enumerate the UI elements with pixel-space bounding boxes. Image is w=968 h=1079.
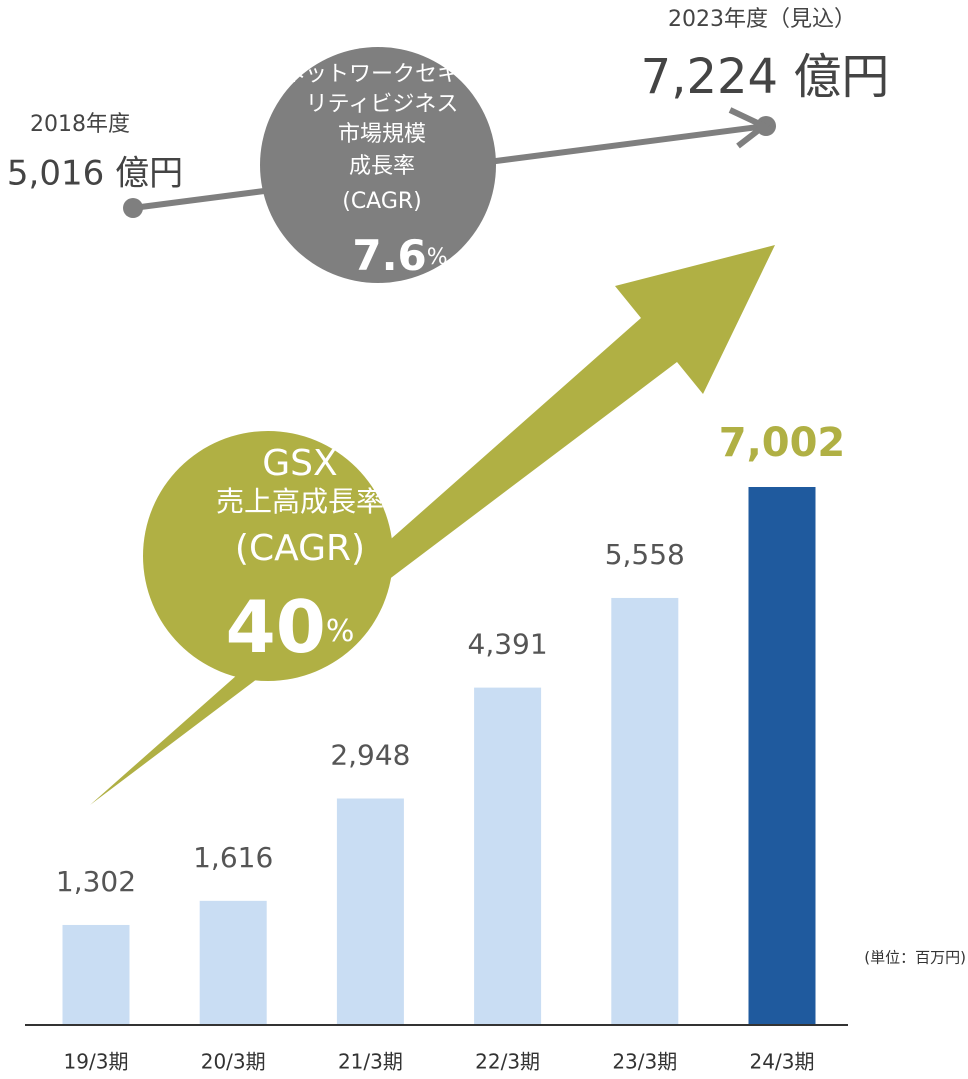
unit-label: (単位：百万円) [864,949,966,967]
bar [748,487,816,1025]
value-label: 5,558 [605,538,685,571]
gsx-circle-line: GSX [262,443,337,484]
market-arrowhead [728,107,770,149]
x-tick-label: 19/3期 [64,1050,129,1074]
bar [62,924,130,1025]
value-label: 4,391 [468,628,548,661]
market-circle-line: ネットワークセキュ [283,62,481,87]
market-end-label: 2023年度（見込） [668,7,856,32]
bar [611,597,679,1025]
market-rate: 7.6% [352,231,447,280]
market-circle-line: 市場規模 [338,122,426,147]
gsx-circle-line: 売上高成長率 [216,485,384,518]
gsx-rate: 40% [226,585,355,669]
market-rate-number: 7.6 [352,231,426,280]
bar [336,798,404,1025]
x-tick-label: 21/3期 [338,1050,403,1074]
x-tick-label: 22/3期 [475,1050,540,1074]
value-label: 1,616 [193,841,273,874]
bar [199,900,267,1025]
bars: 1,302 19/3期 1,616 20/3期 2,948 21/3期 4,391 22/3期… [56,420,845,1074]
market-circle-line: リティビジネス [306,92,459,117]
market-circle-line: (CAGR) [342,189,422,214]
market-circle [260,47,496,283]
x-tick-label: 20/3期 [201,1050,266,1074]
market-start-value: 5,016 億円 [7,154,183,194]
market-end-value: 7,224 億円 [641,49,890,105]
market-start-dot [123,198,143,218]
value-label: 1,302 [56,865,136,898]
market-start-label: 2018年度 [30,112,130,137]
value-label: 2,948 [330,738,410,771]
x-tick-label: 23/3期 [612,1050,677,1074]
market-rate-unit: % [427,245,448,270]
value-label: 7,002 [719,420,846,466]
x-tick-label: 24/3期 [750,1050,815,1074]
gsx-circle [143,431,393,681]
gsx-rate-number: 40 [226,585,326,669]
market-circle-line: 成長率 [349,154,415,179]
gsx-circle-line: (CAGR) [235,528,365,569]
gsx-rate-unit: % [326,614,355,649]
bar [474,687,542,1025]
